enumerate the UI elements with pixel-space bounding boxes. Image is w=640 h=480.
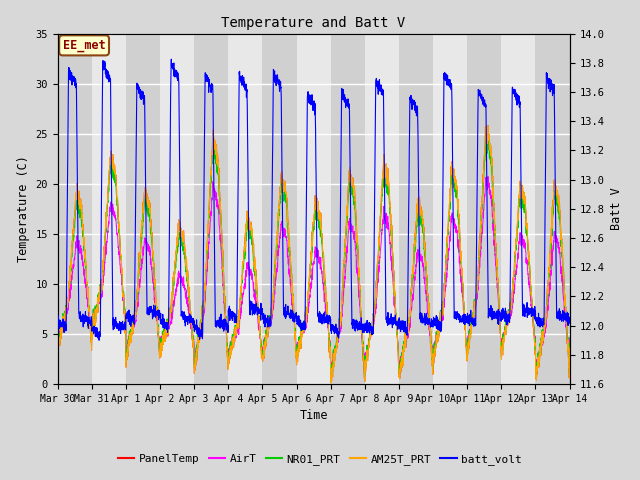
- Title: Temperature and Batt V: Temperature and Batt V: [221, 16, 406, 30]
- Legend: PanelTemp, AirT, NR01_PRT, AM25T_PRT, batt_volt: PanelTemp, AirT, NR01_PRT, AM25T_PRT, ba…: [113, 450, 527, 469]
- Bar: [570, 34, 604, 384]
- Bar: [126, 34, 160, 384]
- Text: EE_met: EE_met: [63, 39, 106, 52]
- Bar: [160, 34, 194, 384]
- Bar: [433, 34, 467, 384]
- Bar: [262, 34, 296, 384]
- Y-axis label: Temperature (C): Temperature (C): [17, 156, 30, 262]
- Bar: [501, 34, 536, 384]
- Bar: [194, 34, 228, 384]
- Bar: [331, 34, 365, 384]
- Y-axis label: Batt V: Batt V: [610, 187, 623, 230]
- Bar: [365, 34, 399, 384]
- Bar: [467, 34, 501, 384]
- Bar: [296, 34, 331, 384]
- Bar: [536, 34, 570, 384]
- Bar: [228, 34, 262, 384]
- X-axis label: Time: Time: [300, 409, 328, 422]
- Bar: [399, 34, 433, 384]
- Bar: [92, 34, 126, 384]
- Bar: [58, 34, 92, 384]
